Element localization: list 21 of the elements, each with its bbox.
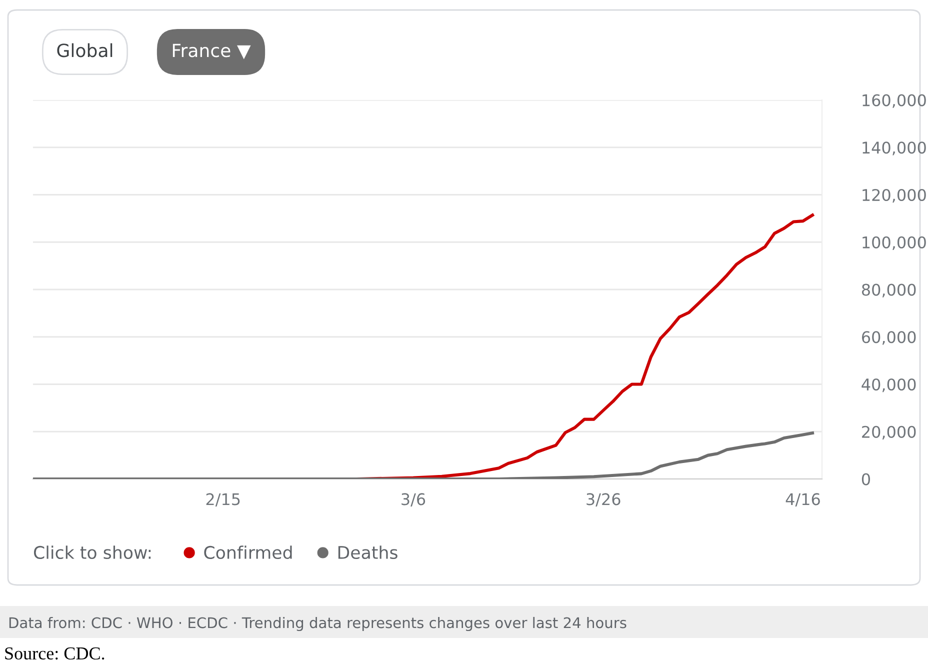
- y-tick-label: 140,000: [862, 142, 926, 156]
- line-series: [33, 432, 814, 479]
- legend-label: Deaths: [338, 546, 398, 560]
- x-tick-label: 4/16: [786, 493, 820, 507]
- text: France ▼: [172, 44, 251, 60]
- x-tick-label: 3/6: [402, 493, 426, 507]
- legend-label: Confirmed: [204, 546, 292, 560]
- x-tick-label: 3/26: [586, 493, 620, 507]
- y-tick-label: 20,000: [862, 426, 916, 440]
- y-tick-label: 40,000: [862, 378, 916, 392]
- y-tick-label: 100,000: [862, 236, 926, 250]
- y-tick-label: 160,000: [862, 94, 926, 108]
- y-tick-label: 0: [862, 473, 870, 486]
- legend-title: Click to show:: [34, 546, 151, 560]
- text: Global: [57, 43, 112, 58]
- x-tick-label: 2/15: [206, 493, 240, 507]
- text: Data from: CDC · WHO · ECDC · Trending data represents changes over last 24 hours: [9, 616, 626, 632]
- y-tick-label: 80,000: [862, 284, 916, 298]
- y-tick-label: 120,000: [862, 188, 926, 203]
- y-tick-label: 60,000: [862, 331, 916, 345]
- source-note: Source: CDC.: [5, 647, 104, 660]
